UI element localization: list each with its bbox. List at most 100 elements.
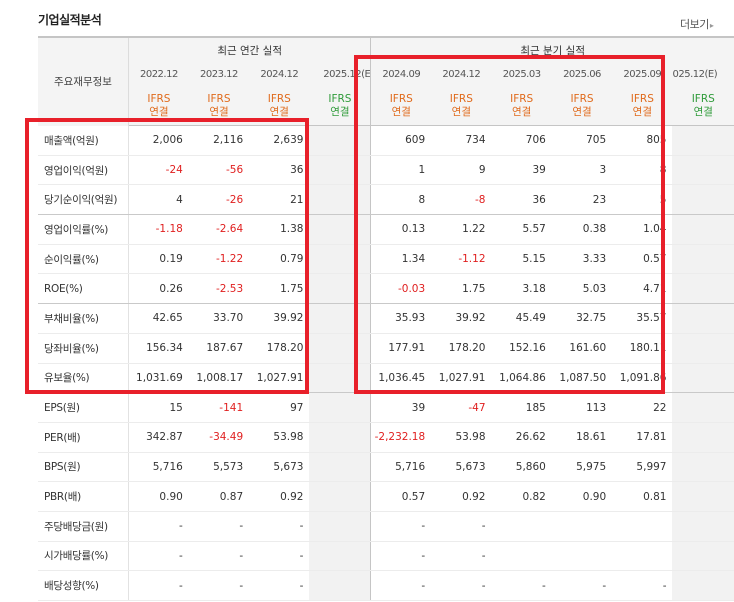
ifrs-label: IFRS [328,93,352,105]
value-cell: 1.75 [249,273,310,305]
value-cell: - [128,541,189,572]
value-cell: 5,860 [491,452,552,483]
chevron-right-icon: ▸ [709,21,714,30]
value-cell: 3 [551,155,613,186]
row-label-header: 주요재무정보 [38,36,129,126]
value-cell: 53.98 [249,422,310,453]
value-cell: - [128,570,189,601]
value-cell: 33.70 [188,303,250,334]
value-cell: 39 [491,155,552,186]
row-label: ROE(%) [38,273,129,305]
value-cell: 1,087.50 [551,363,613,394]
value-cell: - [370,570,432,601]
value-cell: 342.87 [128,422,189,453]
consolidated-label: 연결 [330,106,350,118]
value-cell: 706 [491,125,552,156]
value-cell [491,541,552,572]
estimate-period-text: 2025.12(E [323,69,371,80]
estimate-cell [309,363,371,394]
table-row: PER(배) 342.87 -34.49 53.98 -2,232.18 53.98 26.… [38,422,734,453]
value-cell: 8 [612,155,673,186]
value-cell: 152.16 [491,333,552,364]
ifrs-label: IFRS [207,93,231,105]
value-cell: -1.22 [188,244,250,275]
table-row: 당좌비율(%) 156.34 187.67 178.20 177.91 178.20 152… [38,333,734,364]
value-cell [491,511,552,542]
table-row: 유보율(%) 1,031.69 1,008.17 1,027.91 1,036.45 1,… [38,363,734,394]
value-cell: - [431,541,492,572]
value-cell: 5 [612,184,673,216]
value-cell: 32.75 [551,303,613,334]
table-row: 배당성향(%) - - - - - - - - [38,570,734,601]
value-cell: 39 [370,392,432,423]
value-cell: 156.34 [128,333,189,364]
consolidated-label: 연결 [512,106,532,118]
estimate-cell [672,363,734,394]
value-cell: - [188,541,250,572]
ifrs-label: IFRS [570,93,594,105]
value-cell: 5,716 [128,452,189,483]
period-header: 2023.12 [188,62,250,87]
estimate-cell [309,303,371,334]
row-label: 영업이익률(%) [38,214,129,245]
table-row: BPS(원) 5,716 5,573 5,673 5,716 5,673 5,860 5,97… [38,452,734,483]
value-cell: - [370,511,432,542]
value-cell: 4 [128,184,189,216]
quarter-header: 최근 분기 실적 [370,36,734,62]
value-cell: -24 [128,155,189,186]
value-cell: 1,031.69 [128,363,189,394]
ifrs-badge: IFRS 연결 [612,87,673,126]
period-header: 2025.09 [612,62,673,87]
estimate-cell [672,422,734,453]
estimate-cell [309,184,371,216]
period-header: 2024.12 [431,62,492,87]
value-cell: 5,997 [612,452,673,483]
more-link[interactable]: 더보기▸ [680,16,714,32]
value-cell: 609 [370,125,432,156]
value-cell: -26 [188,184,250,216]
ifrs-badge: IFRS 연결 [551,87,613,126]
consolidated-label: 연결 [149,106,169,118]
estimate-period-header: 025.12(E) [672,62,734,87]
value-cell: 113 [551,392,613,423]
value-cell: - [612,570,673,601]
estimate-cell [309,511,371,542]
estimate-cell [672,333,734,364]
table-row: 당기순이익(억원) 4 -26 21 8 -8 36 23 5 [38,184,734,216]
estimate-cell [672,184,734,216]
value-cell: 15 [128,392,189,423]
table-row: 순이익률(%) 0.19 -1.22 0.79 1.34 -1.12 5.15 3.33 0.5… [38,244,734,275]
financial-summary-table: 주요재무정보 최근 연간 실적 최근 분기 실적 2022.12 2023.12… [38,36,734,601]
estimate-cell [309,125,371,156]
ifrs-label: IFRS [389,93,413,105]
value-cell: - [188,570,250,601]
consolidated-label: 연결 [632,106,652,118]
row-label: 매출액(억원) [38,125,129,156]
value-cell: 2,006 [128,125,189,156]
value-cell: -2,232.18 [370,422,432,453]
value-cell: - [249,570,310,601]
value-cell: 5,673 [431,452,492,483]
value-cell: 22 [612,392,673,423]
row-label: PBR(배) [38,481,129,512]
value-cell: - [370,541,432,572]
row-label: 주당배당금(원) [38,511,129,542]
value-cell: -47 [431,392,492,423]
value-cell: 36 [249,155,310,186]
value-cell: -2.53 [188,273,250,305]
period-header: 2024.09 [370,62,432,87]
period-header: 2025.03 [491,62,552,87]
consolidated-label: 연결 [269,106,289,118]
value-cell: 17.81 [612,422,673,453]
estimate-cell [672,570,734,601]
table-row: 주당배당금(원) - - - - - [38,511,734,542]
value-cell: 187.67 [188,333,250,364]
value-cell: 18.61 [551,422,613,453]
value-cell: 36 [491,184,552,216]
estimate-period-text: 025.12(E) [672,69,718,80]
table-row: 영업이익률(%) -1.18 -2.64 1.38 0.13 1.22 5.57 0.38 1.… [38,214,734,245]
row-label: 시가배당률(%) [38,541,129,572]
value-cell: 3.18 [491,273,552,305]
value-cell: - [431,511,492,542]
value-cell: - [431,570,492,601]
